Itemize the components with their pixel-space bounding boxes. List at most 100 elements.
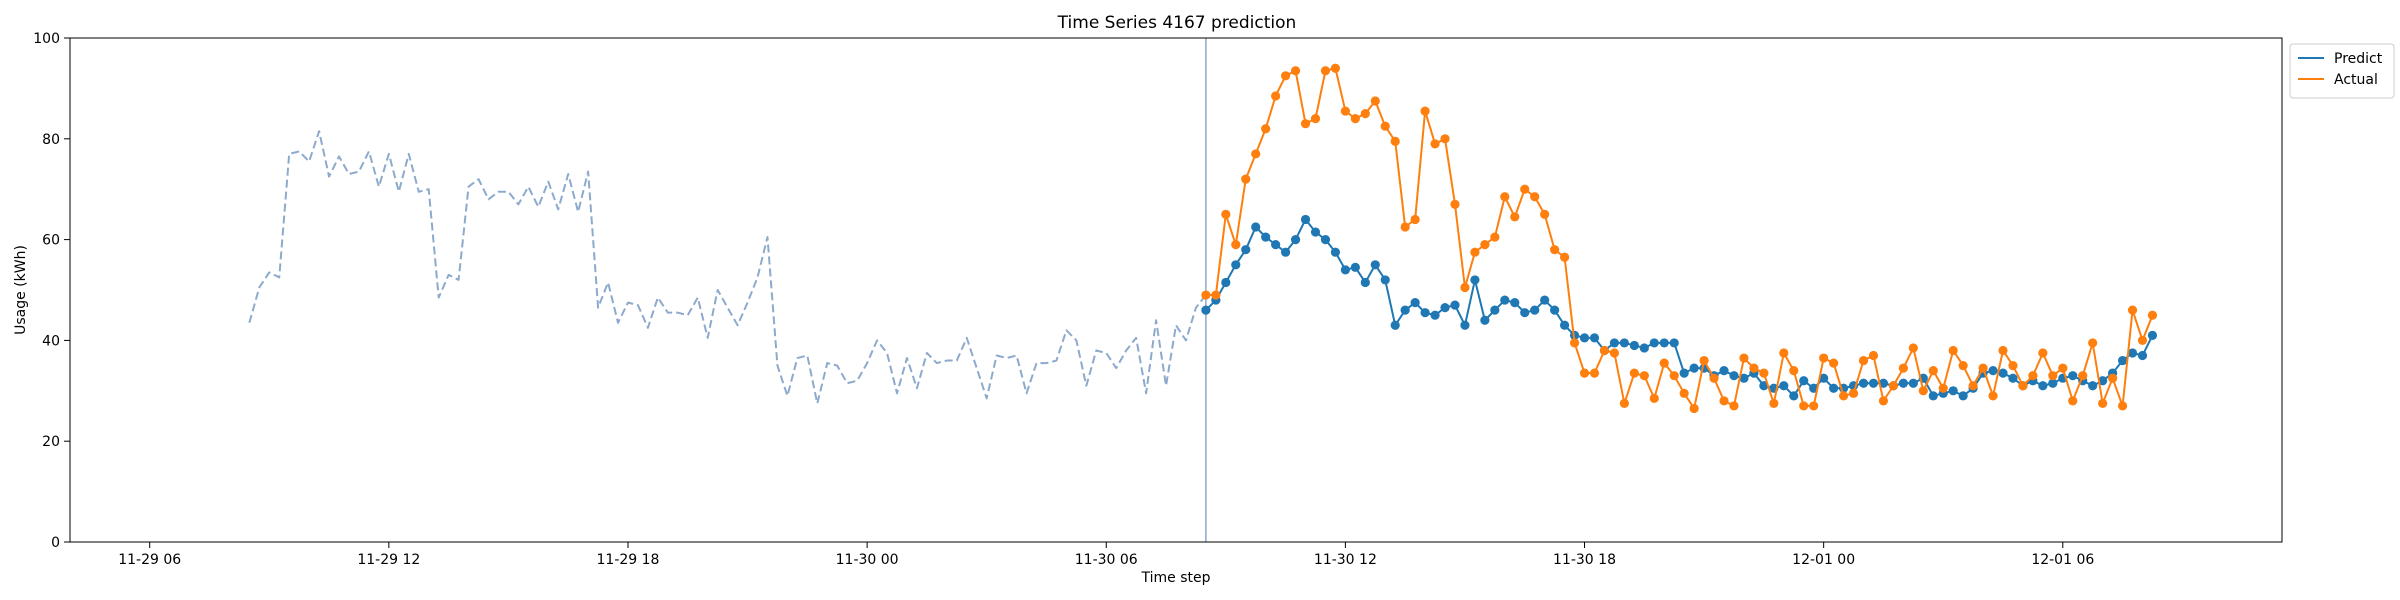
- data-point-predict: [1330, 247, 1341, 257]
- data-point-predict: [1789, 391, 1799, 401]
- data-point-actual: [1340, 106, 1350, 116]
- data-point-actual: [2078, 371, 2088, 381]
- data-point-actual: [2038, 348, 2048, 358]
- data-point-predict: [1719, 366, 1729, 376]
- data-point-actual: [1579, 368, 1590, 378]
- data-point-predict: [1609, 338, 1620, 348]
- data-point-predict: [1550, 305, 1560, 315]
- data-point-actual: [1659, 358, 1669, 368]
- data-point-actual: [1241, 174, 1251, 184]
- data-point-predict: [1300, 214, 1311, 225]
- data-point-actual: [1868, 350, 1879, 361]
- data-point-actual: [1629, 368, 1639, 378]
- data-point-actual: [1380, 121, 1390, 131]
- data-point-predict: [1221, 277, 1231, 288]
- data-point-predict: [2147, 330, 2158, 340]
- data-point-predict: [1360, 277, 1370, 288]
- data-point-predict: [1868, 378, 1879, 388]
- data-point-predict: [1649, 338, 1659, 348]
- data-point-actual: [1460, 282, 1470, 293]
- data-point-actual: [1540, 209, 1550, 219]
- data-point-predict: [1320, 235, 1331, 245]
- data-point-predict: [2117, 355, 2128, 366]
- data-point-predict: [1370, 260, 1380, 270]
- data-point-predict: [1948, 386, 1958, 396]
- data-point-actual: [1848, 388, 1859, 398]
- data-point-predict: [1998, 368, 2008, 378]
- data-point-actual: [2088, 338, 2098, 348]
- data-point-actual: [1729, 401, 1739, 411]
- legend-label-predict: Predict: [2334, 51, 2383, 67]
- data-point-predict: [1589, 333, 1600, 343]
- data-point-predict: [2008, 373, 2018, 383]
- data-point-actual: [1669, 371, 1679, 381]
- data-point-actual: [1271, 91, 1281, 101]
- data-point-predict: [1271, 240, 1281, 250]
- data-point-actual: [1300, 119, 1311, 129]
- x-tick-label: 11-30 00: [836, 552, 899, 568]
- data-point-actual: [1211, 290, 1221, 300]
- data-point-actual: [1948, 345, 1958, 356]
- data-point-actual: [1938, 383, 1948, 393]
- data-point-actual: [2117, 401, 2128, 411]
- data-point-predict: [1739, 373, 1749, 383]
- data-point-predict: [2137, 350, 2148, 361]
- data-point-predict: [1679, 368, 1689, 378]
- data-point-actual: [2018, 381, 2028, 391]
- y-tick-label: 0: [51, 535, 60, 551]
- legend-label-actual: Actual: [2334, 72, 2378, 88]
- data-point-predict: [1520, 308, 1530, 318]
- data-point-predict: [1829, 383, 1839, 393]
- y-axis: 0 20 40 60 80 100: [33, 31, 70, 551]
- data-point-predict: [1310, 227, 1321, 237]
- data-point-actual: [1749, 363, 1759, 373]
- data-point-actual: [1530, 192, 1540, 202]
- data-point-predict: [1669, 338, 1679, 348]
- data-point-actual: [1370, 96, 1380, 106]
- data-point-predict: [1729, 371, 1739, 381]
- y-tick-label: 20: [42, 434, 60, 450]
- data-point-predict: [1420, 308, 1430, 318]
- data-point-actual: [1769, 398, 1779, 408]
- data-point-predict: [2098, 376, 2108, 386]
- data-point-predict: [1898, 378, 1908, 388]
- data-point-actual: [1689, 403, 1699, 414]
- data-point-actual: [1420, 106, 1430, 116]
- data-point-predict: [1251, 222, 1261, 232]
- data-point-predict: [1819, 373, 1829, 383]
- data-point-actual: [1261, 124, 1271, 134]
- data-point-predict: [1579, 333, 1590, 343]
- data-point-predict: [1470, 275, 1480, 285]
- data-point-predict: [2048, 378, 2058, 388]
- data-point-predict: [1340, 265, 1350, 275]
- data-point-actual: [1510, 212, 1520, 222]
- x-tick-label: 11-29 18: [597, 552, 660, 568]
- data-point-predict: [1659, 338, 1669, 348]
- data-point-actual: [1888, 381, 1899, 391]
- series-line-history: [248, 130, 1207, 405]
- data-point-actual: [2008, 361, 2018, 371]
- data-point-actual: [1958, 361, 1968, 371]
- data-point-actual: [2108, 373, 2118, 383]
- x-axis: 11-29 06 11-29 12 11-29 18 11-30 00 11-30 06…: [118, 542, 2094, 568]
- data-point-predict: [1440, 303, 1450, 313]
- data-point-actual: [1400, 222, 1410, 232]
- data-point-predict: [1639, 343, 1649, 353]
- data-point-predict: [1261, 232, 1271, 242]
- data-point-predict: [1928, 391, 1938, 401]
- data-point-actual: [2098, 398, 2108, 408]
- data-point-actual: [1928, 366, 1938, 376]
- data-point-actual: [2028, 371, 2038, 381]
- data-point-predict: [1878, 378, 1889, 388]
- data-point-predict: [1858, 378, 1869, 388]
- data-point-actual: [1251, 149, 1261, 159]
- data-point-predict: [1231, 260, 1241, 270]
- x-tick-label: 12-01 06: [2031, 552, 2094, 568]
- data-point-actual: [1878, 396, 1889, 406]
- data-point-actual: [1858, 355, 1869, 366]
- legend: Predict Actual: [2289, 43, 2395, 99]
- y-axis-title: Usage (kWh): [13, 245, 29, 335]
- data-point-actual: [1759, 368, 1769, 378]
